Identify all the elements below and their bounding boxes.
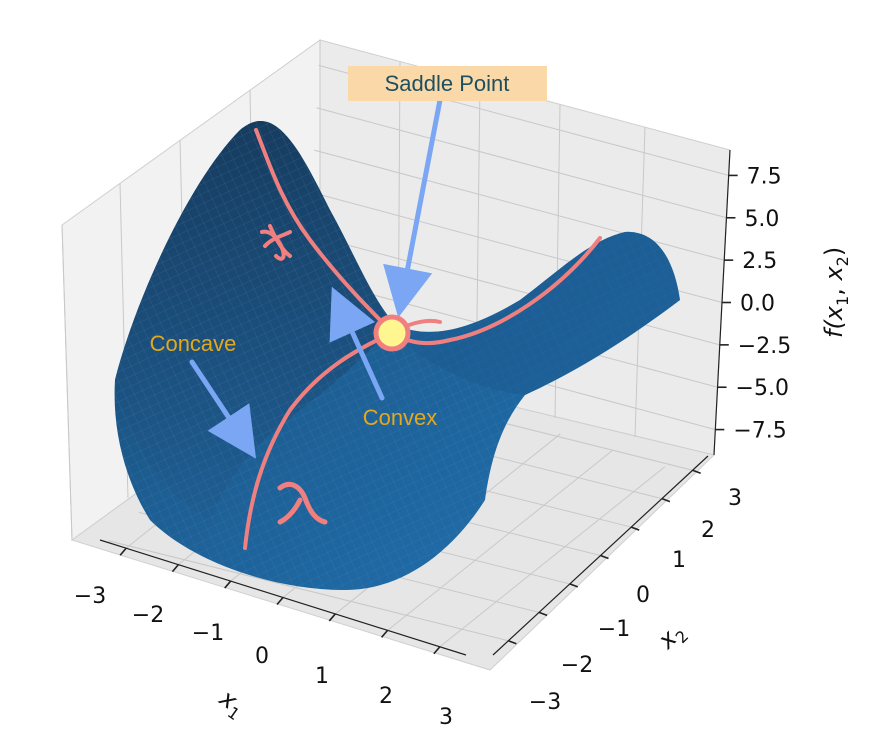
surface-mesh <box>114 121 680 590</box>
x1-tick-mark <box>328 613 336 622</box>
z-tick-label: 5.0 <box>744 207 779 232</box>
annotation-arrows <box>189 97 443 459</box>
x1-tick-label: 1 <box>315 664 329 689</box>
x1-axis-label: x1 <box>211 683 250 724</box>
x2-tick-label: −3 <box>529 690 561 715</box>
annotation-labels: Saddle Point Concave Convex <box>150 66 547 430</box>
x1-tick-mark <box>171 564 180 573</box>
saddle-label: Saddle Point <box>385 71 510 96</box>
saddle-arrow <box>383 97 443 318</box>
x2-axis-label: x2 <box>652 617 693 658</box>
x2-tick-mark <box>661 497 671 503</box>
x2-tick-mark <box>538 611 548 617</box>
saddle-surface <box>114 121 680 590</box>
concave-arrow <box>189 359 257 459</box>
z-tick-label: −7.5 <box>733 419 786 444</box>
x1-tick-mark <box>433 646 441 655</box>
saddle-point-marker <box>373 314 411 352</box>
z-axis-label: f(x1, x2) <box>820 247 852 338</box>
z-grid-line <box>309 234 720 346</box>
saddle-label-box <box>348 66 547 101</box>
x1-grid-line <box>439 466 666 648</box>
x2-tick-label: 0 <box>636 583 650 608</box>
x1-tick-label: 3 <box>439 705 453 730</box>
x2-grid-line <box>108 540 509 642</box>
x1-tick-mark <box>380 629 389 638</box>
z-grid-line <box>314 149 725 261</box>
z-grid-line <box>316 107 727 219</box>
axes: −3−2−10123−3−2−101237.55.02.50.0−2.5−5.0… <box>74 149 791 730</box>
x2-tick-mark <box>692 469 701 474</box>
x2-tick-label: 1 <box>672 548 686 573</box>
x2-tick-mark <box>630 526 640 531</box>
x1-tick-label: −3 <box>74 584 106 609</box>
x1-grid-line <box>387 449 613 631</box>
x1-tick-mark <box>224 580 232 589</box>
kappa-symbol <box>260 224 292 261</box>
convex-label: Convex <box>363 405 438 430</box>
concave-label: Concave <box>150 331 237 356</box>
z-tick-label: 7.5 <box>747 164 782 189</box>
convex-arrow <box>329 286 385 401</box>
x2-tick-mark <box>508 640 517 645</box>
x2-tick-label: −2 <box>561 653 593 678</box>
x1-tick-mark <box>276 596 284 606</box>
surface-right-shadow <box>395 231 680 395</box>
x1-tick-label: −1 <box>192 621 224 646</box>
lambda-symbol <box>277 481 328 525</box>
x2-tick-mark <box>569 583 579 588</box>
x1-tick-label: −2 <box>132 603 164 628</box>
vertical-grid-line <box>61 224 73 541</box>
z-tick-label: 0.0 <box>740 292 775 317</box>
x2-tick-label: 3 <box>728 486 742 511</box>
z-tick-label: −5.0 <box>736 376 789 401</box>
x2-tick-mark <box>600 554 609 560</box>
z-tick-label: −2.5 <box>738 334 791 359</box>
z-tick-label: 2.5 <box>742 249 777 274</box>
x2-tick-label: −1 <box>598 617 630 642</box>
x2-tick-label: 2 <box>701 518 715 543</box>
x1-tick-label: 0 <box>255 644 269 669</box>
x1-tick-mark <box>119 547 127 556</box>
x1-tick-label: 2 <box>379 684 393 709</box>
